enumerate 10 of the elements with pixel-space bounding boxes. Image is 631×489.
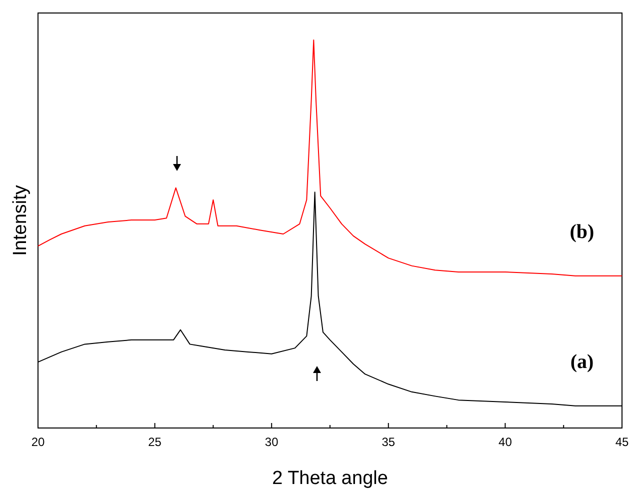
series-label: (b) bbox=[570, 220, 594, 243]
series-label: (a) bbox=[570, 350, 594, 373]
x-tick-label: 30 bbox=[264, 435, 279, 449]
x-tick-label: 25 bbox=[148, 435, 162, 449]
x-tick-label: 40 bbox=[498, 435, 512, 449]
x-tick-label: 45 bbox=[615, 435, 629, 449]
x-tick-label: 35 bbox=[382, 435, 396, 449]
x-axis-title: 2 Theta angle bbox=[272, 468, 388, 489]
x-tick-label: 20 bbox=[31, 435, 45, 449]
y-axis-title: Intensity bbox=[10, 184, 31, 256]
